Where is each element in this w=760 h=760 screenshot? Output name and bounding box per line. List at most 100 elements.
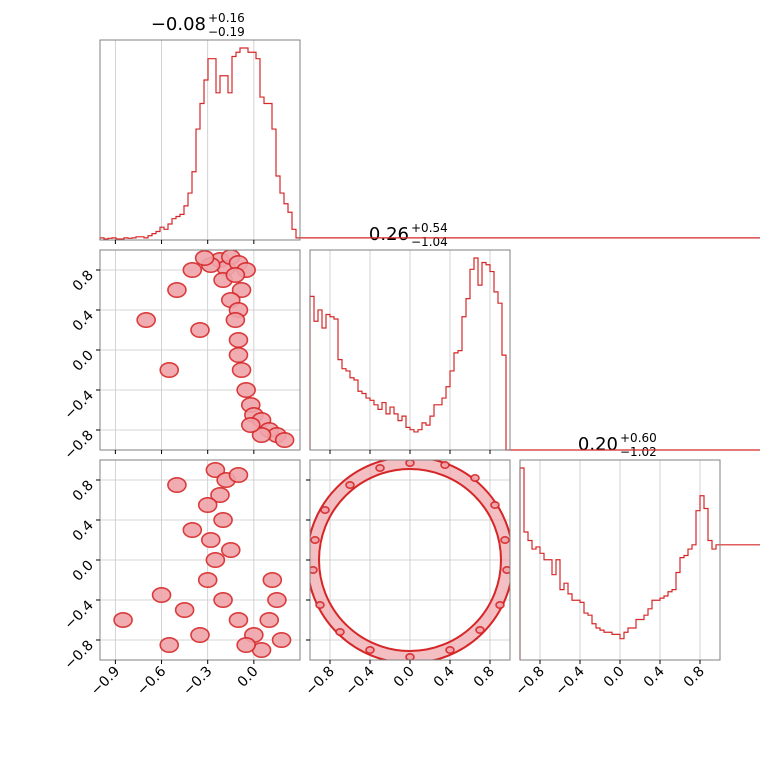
density-blob-12: [315, 600, 325, 609]
density-blob-21: [182, 521, 203, 538]
title-param-2-value: 0.26: [369, 224, 409, 245]
density-blob-24: [190, 626, 210, 643]
density-blob-29: [190, 321, 210, 338]
density-blob-10: [228, 611, 249, 628]
density-blob-27: [136, 311, 156, 328]
y-tick-label-2: 0.0: [70, 558, 97, 585]
density-blob-14: [236, 381, 256, 398]
title-param-3-plus: +0.60: [620, 431, 657, 445]
density-blob-16: [236, 636, 256, 653]
density-blob-13: [310, 566, 318, 574]
title-param-1-value: −0.08: [151, 14, 206, 35]
y-tick-label-3: 0.4: [70, 517, 97, 544]
density-blob-21: [251, 426, 272, 443]
density-blob-14: [262, 571, 283, 588]
density-content: [310, 460, 510, 660]
x-tick-label-1: −0.4: [342, 663, 377, 698]
density-blob-2: [470, 473, 480, 482]
x-tick-label-2: −0.3: [180, 664, 215, 699]
panel-titles: −0.08 +0.16 −0.19 0.26 +0.54 −1.04 0.20 …: [151, 11, 657, 459]
x-tick-label-1: −0.4: [552, 663, 587, 698]
x-tick-label-1: −0.6: [134, 663, 169, 698]
title-param-1-plus: +0.16: [208, 11, 245, 25]
density-blob-13: [231, 361, 252, 378]
y-tick-label-0: −0.8: [61, 638, 96, 673]
density-blob-7: [231, 281, 252, 298]
density-blob-20: [167, 476, 187, 493]
y-tick-label-4: 0.8: [70, 478, 97, 505]
density-content: [113, 461, 292, 658]
density-blob-6: [495, 600, 505, 609]
density-blob-10: [365, 645, 375, 654]
density-blob-8: [197, 571, 218, 588]
x-tick-label-3: 0.0: [235, 664, 262, 691]
density-blob-0: [205, 461, 226, 478]
x-tick-label-4: 0.8: [681, 664, 708, 691]
density-blob-12: [259, 611, 280, 628]
x-tick-label-3: 0.4: [641, 663, 668, 690]
density-blob-28: [159, 361, 180, 378]
density-blob-1: [440, 460, 450, 469]
histogram-line-param-3: [519, 467, 760, 660]
density-blob-25: [182, 261, 203, 278]
y-tick-label-1: −0.4: [61, 597, 96, 632]
density-ring-inner: [318, 468, 502, 652]
density-blob-5: [213, 511, 233, 528]
y-tick-label-1: −0.4: [61, 387, 96, 422]
density-blob-23: [271, 631, 292, 648]
y-tick-label-0: −0.8: [61, 428, 96, 463]
density-blob-3: [210, 486, 230, 503]
title-param-2-plus: +0.54: [411, 221, 448, 235]
density-blob-25: [159, 636, 180, 653]
density-blob-6: [200, 531, 221, 548]
histogram-frame-param-1: [99, 39, 301, 241]
title-param-1-minus: −0.19: [208, 25, 245, 39]
x-tick-label-4: 0.8: [471, 664, 498, 691]
density-blob-22: [220, 541, 241, 558]
x-tick-label-0: −0.8: [512, 664, 547, 699]
density-blob-15: [320, 505, 330, 514]
y-tick-label-2: 0.0: [70, 348, 97, 375]
histogram-panel-param-1: [99, 39, 760, 244]
density-blob-17: [174, 601, 195, 618]
y-tick-label-4: 0.8: [70, 268, 97, 295]
density-blob-17: [375, 463, 385, 472]
y-tick-label-3: 0.4: [70, 307, 97, 334]
density-blob-16: [345, 480, 355, 489]
density-panel-1-2: −0.8 −0.4 0.0 0.4 0.8: [61, 249, 301, 463]
density-blob-4: [197, 496, 218, 513]
density-blob-8: [445, 645, 455, 654]
density-blob-18: [151, 586, 172, 603]
density-blob-9: [405, 653, 415, 660]
density-panel-1-3: −0.9 −0.6 −0.3 0.0 −0.8 −0.4 0.0 0.4 0.8: [61, 459, 301, 699]
density-blob-7: [475, 625, 485, 634]
histogram-line-param-1: [99, 47, 760, 240]
histogram-panel-param-2: [309, 249, 760, 454]
x-tick-label-3: 0.4: [431, 663, 458, 690]
x-tick-label-0: −0.8: [302, 664, 337, 699]
x-tick-label-2: 0.0: [391, 664, 418, 691]
density-blob-11: [335, 627, 345, 636]
density-blob-22: [240, 416, 261, 433]
density-blob-4: [500, 535, 510, 544]
density-blob-19: [113, 611, 133, 628]
density-blob-5: [502, 566, 510, 574]
title-param-3-minus: −1.02: [620, 445, 657, 459]
density-blob-24: [194, 250, 215, 267]
density-blob-2: [228, 466, 249, 483]
density-blob-9: [213, 591, 233, 608]
title-param-3-value: 0.20: [578, 434, 618, 455]
histogram-panel-param-3: −0.8 −0.4 0.0 0.4 0.8: [512, 459, 760, 699]
density-blob-13: [267, 591, 287, 608]
histogram-line-param-2: [309, 257, 760, 451]
density-blob-6: [225, 266, 246, 283]
density-blob-10: [225, 311, 246, 328]
density-blob-7: [205, 551, 226, 568]
density-panel-2-3: −0.8 −0.4 0.0 0.4 0.8: [302, 459, 511, 699]
density-blob-11: [228, 331, 249, 348]
title-param-2-minus: −1.04: [411, 235, 448, 249]
x-tick-label-2: 0.0: [601, 664, 628, 691]
density-content: [136, 250, 295, 448]
density-blob-14: [310, 535, 320, 544]
